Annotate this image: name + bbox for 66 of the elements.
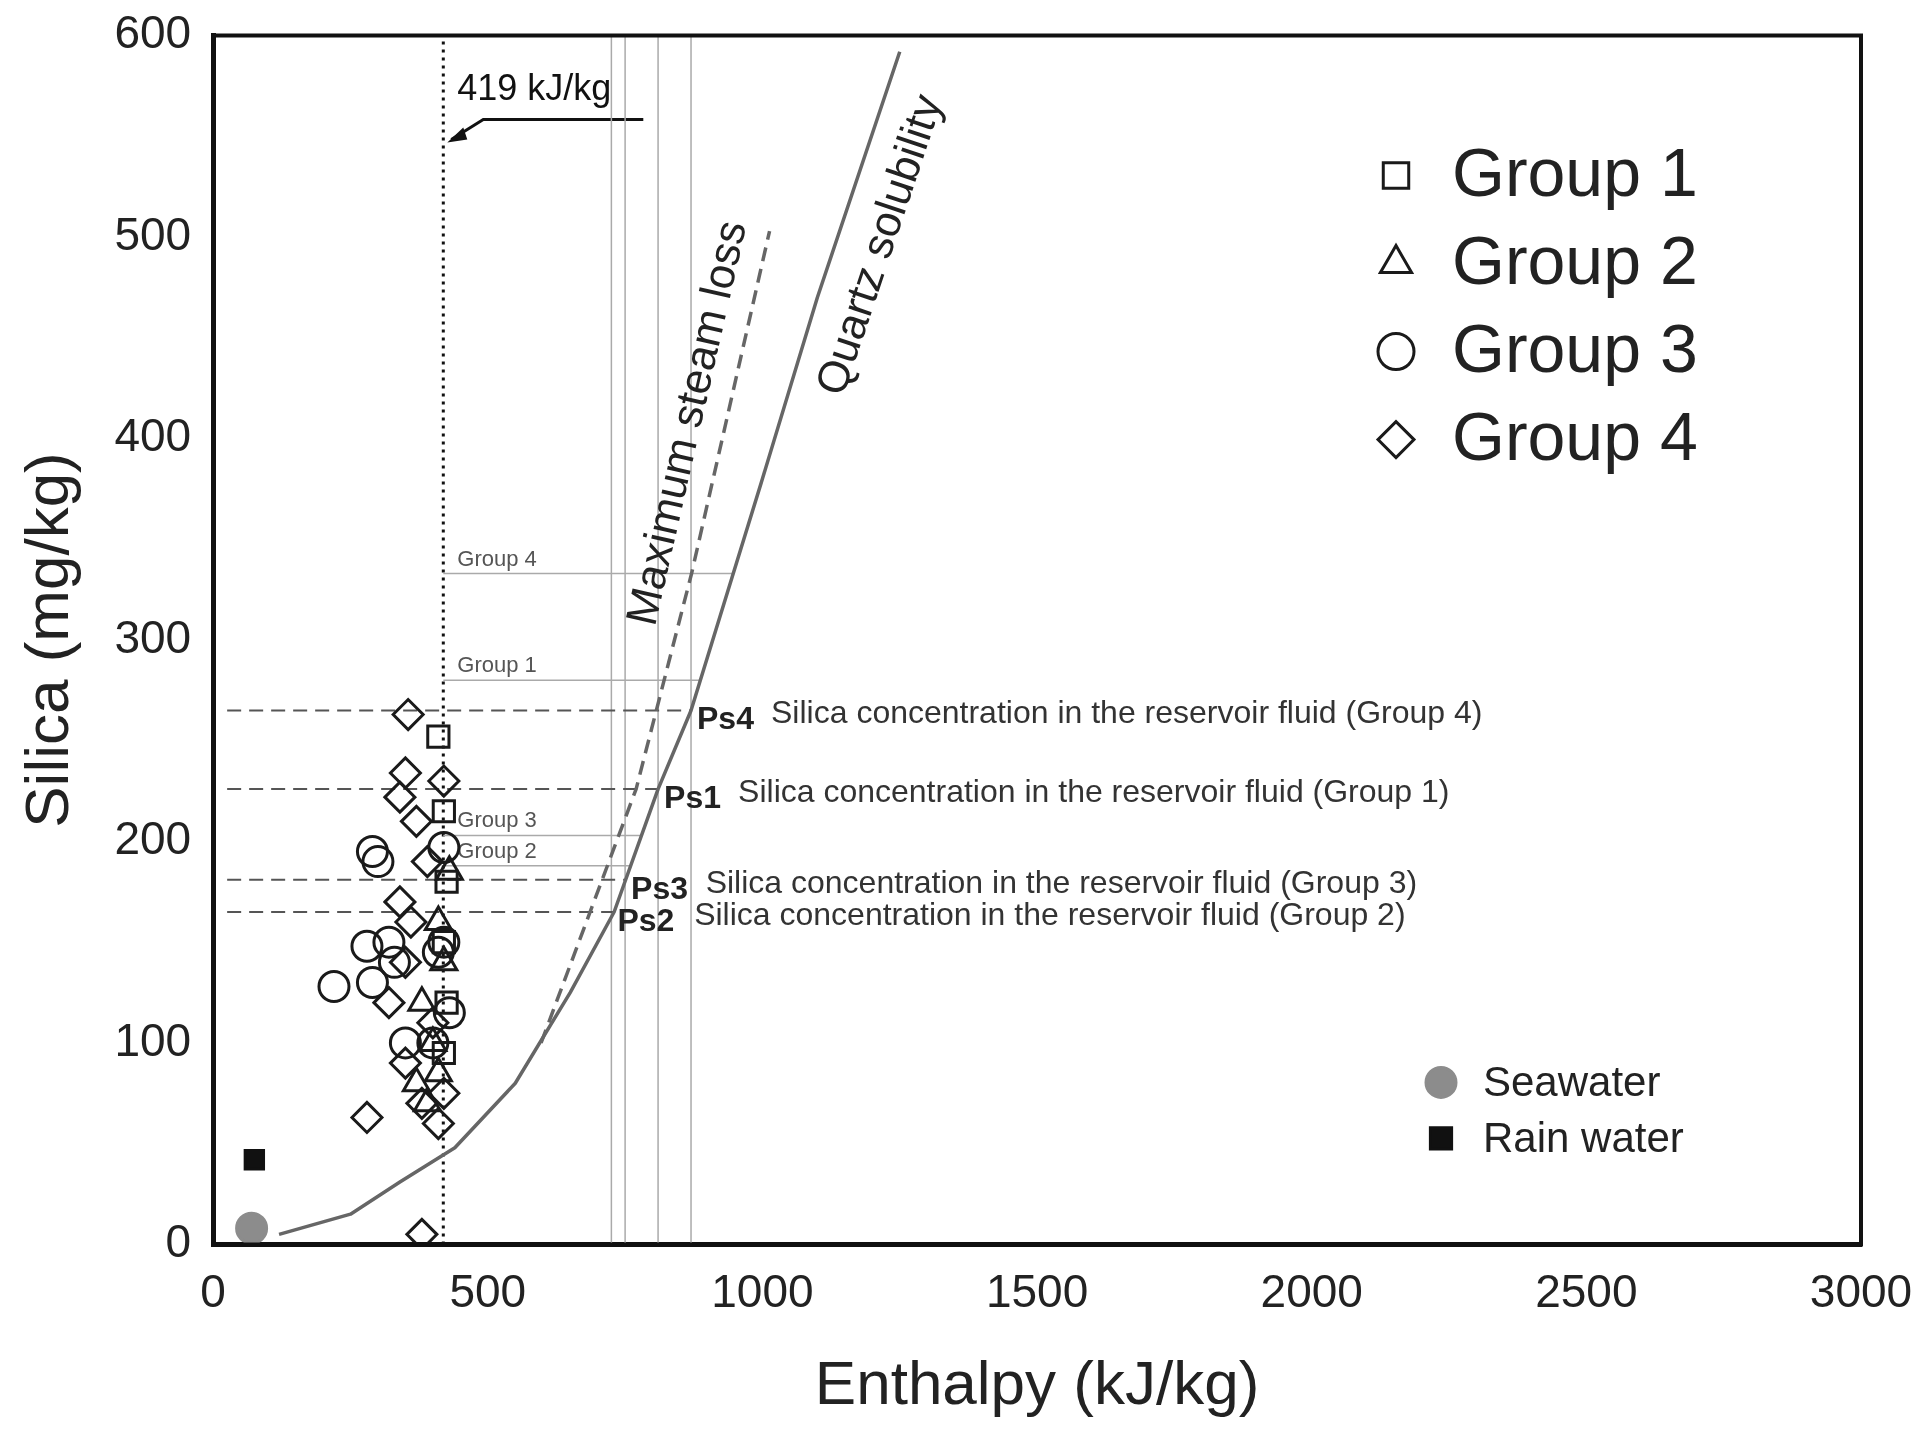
legend-label: Group 2 [1452,222,1698,299]
point [355,835,389,869]
ref-line-label: Silica concentration in the reservoir fluid (Group 3) [705,863,1418,900]
point [388,945,422,979]
ref-line-label: Silica concentration in the reservoir fluid (Group 4) [771,694,1483,731]
point [416,1026,450,1060]
legend-label: Rain water [1483,1113,1684,1161]
x-tick-label: 2000 [1260,1264,1363,1317]
point [388,1046,422,1080]
ref-line-label: 419 kJ/kg [457,66,612,108]
point [317,970,351,1004]
y-tick-label: 100 [114,1013,192,1066]
point [383,780,417,814]
ref-line-label: Group 1 [457,652,537,678]
legend-label: Seawater [1483,1057,1661,1105]
point [427,1076,461,1110]
point [405,1086,439,1120]
x-tick-label: 2500 [1535,1264,1638,1317]
legend-label: Group 3 [1452,310,1698,387]
point [431,799,456,824]
point [391,698,425,732]
ref-line-label: Group 2 [457,837,537,863]
point [410,845,444,879]
point [388,756,422,790]
y-tick-label: 400 [114,409,192,462]
x-tick-label: 3000 [1809,1264,1913,1317]
point [377,945,411,979]
point [383,885,417,919]
y-tick-label: 200 [114,812,192,865]
y-tick-label: 0 [165,1215,192,1268]
legend-label: Group 1 [1452,134,1698,211]
point [235,1211,269,1245]
y-tick-label: 500 [114,207,192,260]
point [427,764,461,798]
y-tick-label: 300 [114,610,192,663]
ref-line-label: Group 4 [457,545,537,571]
point [243,1149,266,1171]
x-tick-label: 0 [200,1264,226,1317]
point [426,724,451,749]
annotation: Ps1 [664,778,722,815]
ref-line-label: Group 3 [457,807,537,833]
point [394,905,428,939]
point [355,965,389,999]
x-axis-title: Enthalpy (kJ/kg) [814,1347,1260,1417]
point [399,804,433,838]
x-tick-label: 1000 [711,1264,814,1317]
point [427,831,461,865]
y-axis-title: Silica (mg/kg) [12,452,82,828]
point [432,996,466,1030]
text: Maximum steam loss [615,215,756,630]
point [350,1100,384,1134]
point [350,929,384,963]
point [434,869,459,894]
point [361,845,395,879]
legend-label: Group 4 [1452,398,1698,475]
ref-line-label: Silica concentration in the reservoir fluid (Group 1) [738,772,1450,809]
y-tick-label: 600 [114,6,192,59]
point [372,925,406,959]
x-tick-label: 500 [449,1264,527,1317]
point [421,1107,455,1141]
point [388,1026,422,1060]
point [372,986,406,1020]
annotation: Ps4 [697,700,755,737]
point [416,1006,450,1040]
point [421,935,455,969]
x-tick-label: 1500 [985,1264,1089,1317]
